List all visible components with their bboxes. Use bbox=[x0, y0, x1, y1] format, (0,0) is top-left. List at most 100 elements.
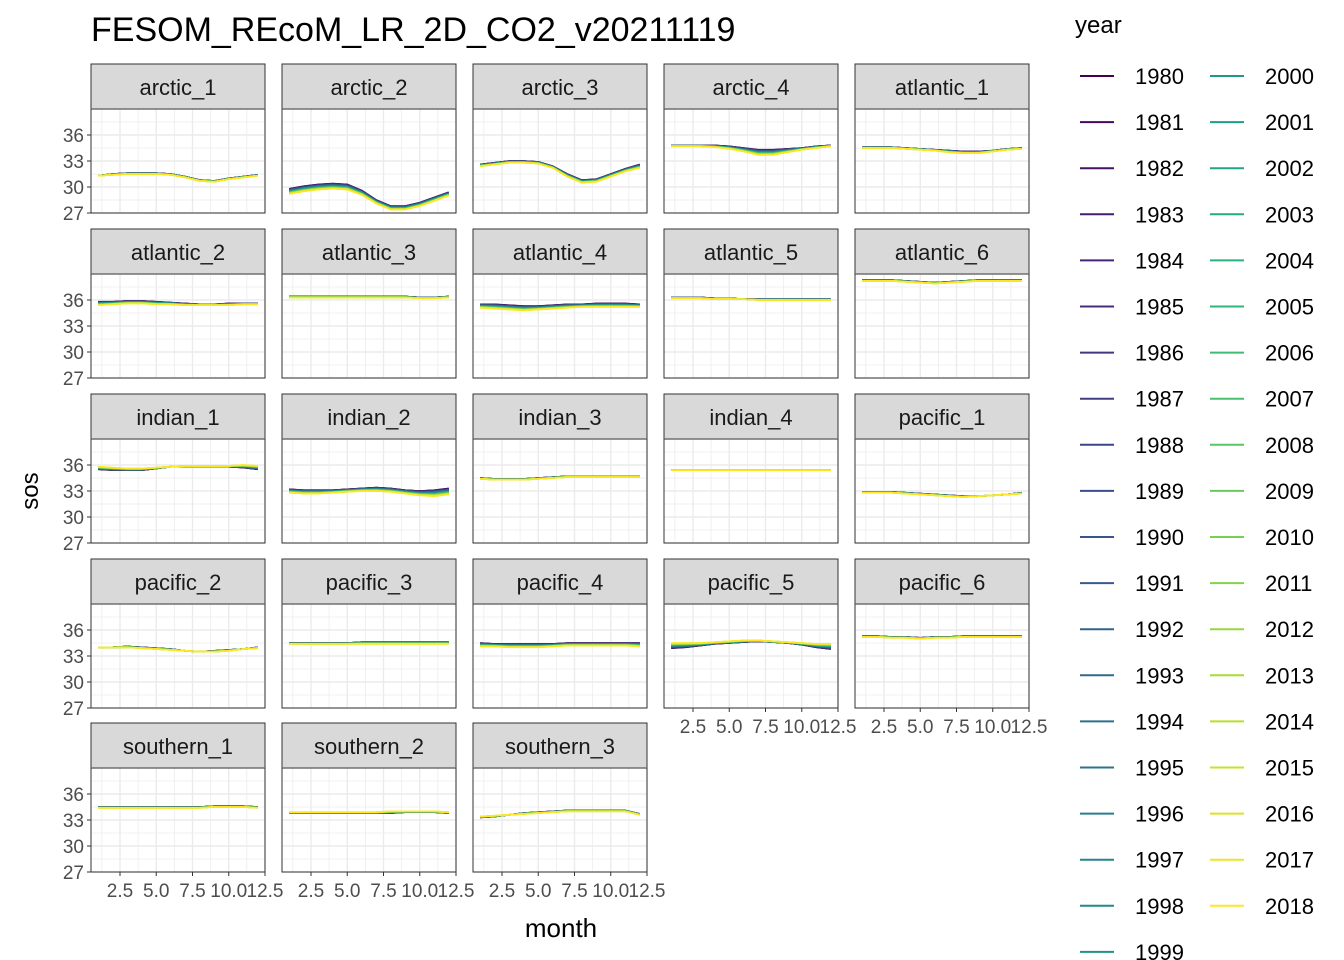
x-tick-label: 12.5 bbox=[629, 881, 666, 902]
facet-atlantic_1: atlantic_1 bbox=[854, 63, 1030, 214]
strip-label: arctic_1 bbox=[139, 75, 216, 100]
series-line-2018 bbox=[289, 187, 450, 211]
legend-title: year bbox=[1075, 12, 1122, 39]
x-tick-label: 5.0 bbox=[143, 881, 169, 902]
series-lines bbox=[862, 491, 1022, 498]
series-lines bbox=[671, 296, 831, 301]
x-tick-label: 2.5 bbox=[871, 717, 897, 738]
series-line-2018 bbox=[289, 296, 449, 300]
legend-label: 1993 bbox=[1135, 663, 1184, 688]
series-line-2018 bbox=[862, 491, 1022, 498]
facet-pacific_6: pacific_6 2.5 5.0 7.5 10.0 12.5 bbox=[854, 558, 1047, 738]
legend-label: 2011 bbox=[1265, 571, 1312, 596]
legend-label: 2013 bbox=[1265, 663, 1314, 688]
legend-item-2002: 2002 bbox=[1210, 156, 1314, 181]
legend-item-2009: 2009 bbox=[1210, 479, 1314, 504]
y-tick-label: 33 bbox=[63, 317, 84, 338]
legend-label: 1988 bbox=[1135, 433, 1184, 458]
series-lines bbox=[289, 182, 450, 211]
legend-item-2014: 2014 bbox=[1210, 709, 1314, 734]
panel-border bbox=[663, 273, 839, 379]
y-tick-label: 36 bbox=[63, 456, 84, 477]
strip-background bbox=[281, 63, 457, 110]
y-tick-label: 30 bbox=[63, 837, 84, 858]
panel-border bbox=[472, 438, 648, 544]
y-tick-label: 33 bbox=[63, 152, 84, 173]
strip-background bbox=[90, 393, 266, 440]
legend-item-1994: 1994 bbox=[1080, 709, 1184, 734]
strip-background bbox=[281, 558, 457, 605]
legend-label: 1982 bbox=[1135, 156, 1184, 181]
facet-pacific_2: pacific_2 27 30 33 36 bbox=[63, 558, 266, 720]
y-tick-label: 33 bbox=[63, 647, 84, 668]
legend-item-1991: 1991 bbox=[1080, 571, 1184, 596]
legend-item-2017: 2017 bbox=[1210, 848, 1314, 873]
x-tick-label: 2.5 bbox=[680, 717, 706, 738]
y-tick-label: 36 bbox=[63, 785, 84, 806]
facet-arctic_1: arctic_1 27 30 33 36 bbox=[63, 63, 266, 225]
y-tick-label: 36 bbox=[63, 621, 84, 642]
legend-label: 2012 bbox=[1265, 617, 1314, 642]
strip-label: pacific_6 bbox=[899, 570, 986, 595]
facet-indian_3: indian_3 bbox=[472, 393, 648, 544]
series-line-2018 bbox=[480, 810, 640, 818]
legend-item-2008: 2008 bbox=[1210, 433, 1314, 458]
x-tick-label: 12.5 bbox=[438, 881, 475, 902]
legend-label: 1992 bbox=[1135, 617, 1184, 642]
legend-label: 1980 bbox=[1135, 64, 1184, 89]
series-line-2018 bbox=[671, 297, 831, 301]
strip-label: pacific_4 bbox=[517, 570, 604, 595]
y-axis-title: sos bbox=[17, 472, 44, 509]
y-tick-label: 27 bbox=[63, 369, 84, 390]
series-lines bbox=[289, 641, 449, 645]
legend: year 19801981198219831984198519861987198… bbox=[1075, 12, 1314, 960]
series-lines bbox=[289, 295, 449, 300]
strip-label: southern_1 bbox=[123, 734, 233, 759]
strip-label: atlantic_3 bbox=[322, 240, 416, 265]
legend-label: 2007 bbox=[1265, 387, 1314, 412]
panel-border bbox=[281, 603, 457, 709]
facet-pacific_3: pacific_3 bbox=[281, 558, 457, 709]
strip-background bbox=[90, 63, 266, 110]
x-axis-title: month bbox=[525, 913, 597, 943]
legend-item-2005: 2005 bbox=[1210, 295, 1314, 320]
x-tick-label: 5.0 bbox=[334, 881, 360, 902]
legend-item-2001: 2001 bbox=[1210, 110, 1314, 135]
facet-arctic_2: arctic_2 bbox=[281, 63, 457, 214]
legend-label: 2004 bbox=[1265, 248, 1314, 273]
series-line-2018 bbox=[862, 280, 1022, 285]
series-lines bbox=[289, 810, 449, 814]
legend-item-1993: 1993 bbox=[1080, 663, 1184, 688]
series-line-2018 bbox=[98, 464, 258, 470]
x-tick-label: 12.5 bbox=[247, 881, 284, 902]
panel-border bbox=[854, 438, 1030, 544]
strip-label: southern_2 bbox=[314, 734, 424, 759]
facet-indian_2: indian_2 bbox=[281, 393, 457, 544]
panel-border bbox=[663, 603, 839, 709]
strip-background bbox=[854, 63, 1030, 110]
series-lines bbox=[98, 172, 258, 183]
strip-label: atlantic_2 bbox=[131, 240, 225, 265]
series-line-2018 bbox=[862, 147, 1022, 154]
legend-item-1983: 1983 bbox=[1080, 202, 1184, 227]
legend-label: 1984 bbox=[1135, 248, 1184, 273]
legend-label: 1989 bbox=[1135, 479, 1184, 504]
legend-item-2012: 2012 bbox=[1210, 617, 1314, 642]
legend-label: 2016 bbox=[1265, 802, 1314, 827]
panel-border bbox=[854, 273, 1030, 379]
legend-item-2011: 2011 bbox=[1210, 571, 1312, 596]
y-tick-label: 33 bbox=[63, 482, 84, 503]
strip-label: pacific_3 bbox=[326, 570, 413, 595]
series-lines bbox=[862, 146, 1022, 154]
x-tick-label: 7.5 bbox=[370, 881, 396, 902]
strip-background bbox=[472, 228, 648, 275]
x-tick-label: 7.5 bbox=[943, 717, 969, 738]
facet-indian_1: indian_1 27 30 33 36 bbox=[63, 393, 266, 555]
series-lines bbox=[480, 642, 640, 649]
panel-border bbox=[281, 438, 457, 544]
strip-background bbox=[854, 558, 1030, 605]
strip-background bbox=[663, 393, 839, 440]
facet-atlantic_6: atlantic_6 bbox=[854, 228, 1030, 379]
legend-label: 2002 bbox=[1265, 156, 1314, 181]
series-lines bbox=[289, 486, 449, 498]
